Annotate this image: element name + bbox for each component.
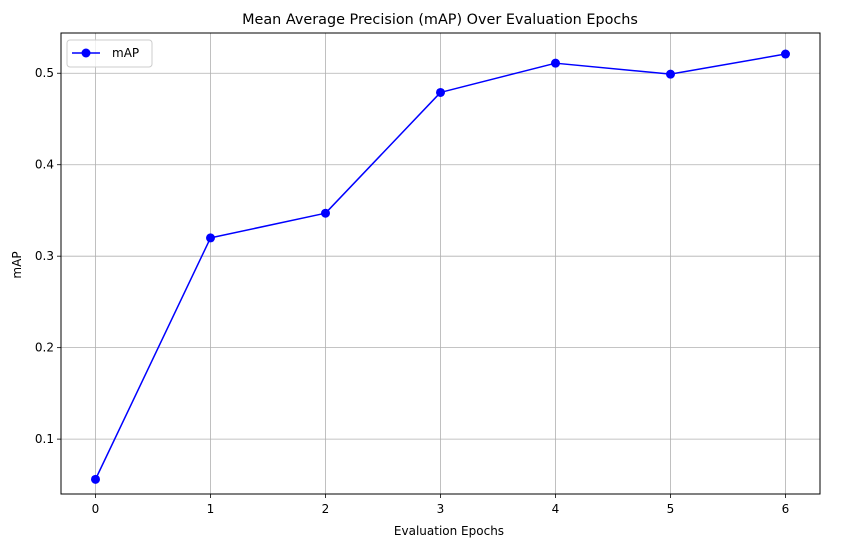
y-tick-label: 0.5 (35, 66, 54, 80)
chart-title: Mean Average Precision (mAP) Over Evalua… (242, 12, 638, 28)
x-tick-label: 2 (322, 502, 330, 516)
y-tick-label: 0.2 (35, 341, 54, 355)
x-tick-label: 3 (437, 502, 445, 516)
y-tick-label: 0.3 (35, 249, 54, 263)
data-point-marker (91, 474, 100, 484)
data-point-marker (321, 208, 330, 218)
x-tick-label: 5 (667, 502, 675, 516)
legend: mAP (66, 39, 153, 68)
x-tick-label: 0 (92, 502, 100, 516)
y-tick-label: 0.1 (35, 432, 54, 446)
y-axis-label: mAP (10, 251, 24, 278)
data-point-marker (206, 233, 215, 243)
y-axis-ticks: 0.1 0.2 0.3 0.4 0.5 (35, 66, 61, 446)
data-point-marker (436, 87, 445, 97)
legend-entry-label: mAP (112, 46, 139, 60)
y-tick-label: 0.4 (35, 158, 54, 172)
data-point-marker (551, 58, 560, 68)
legend-marker-sample (81, 48, 91, 58)
x-tick-label: 6 (782, 502, 790, 516)
x-tick-label: 1 (207, 502, 215, 516)
data-point-marker (781, 49, 790, 59)
x-axis-label: Evaluation Epochs (394, 524, 504, 538)
x-axis-ticks: 0 1 2 3 4 5 6 (92, 494, 790, 516)
x-tick-label: 4 (552, 502, 560, 516)
series-layer (91, 49, 790, 484)
legend-frame (66, 39, 153, 68)
grid-lines (61, 33, 820, 494)
data-point-marker (666, 69, 675, 79)
